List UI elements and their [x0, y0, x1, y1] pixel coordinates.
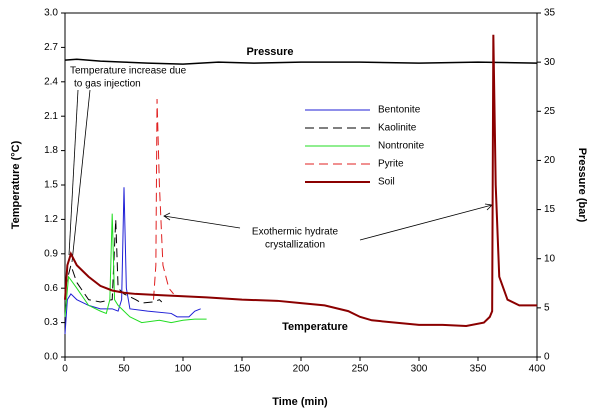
y-axis-label: Temperature (°C)	[10, 140, 22, 229]
annotation: Temperature increase due	[70, 66, 187, 77]
y2-axis-label: Pressure (bar)	[576, 148, 588, 223]
y-tick-label: 3.0	[44, 8, 58, 19]
y-tick-label: 1.2	[44, 214, 58, 225]
x-tick-label: 250	[352, 364, 369, 375]
y-tick-label: 1.5	[44, 180, 58, 191]
y-tick-label: 0.3	[44, 317, 58, 328]
series-line	[64, 34, 537, 328]
x-tick-label: 50	[118, 364, 130, 375]
x-tick-label: 400	[529, 364, 546, 375]
plot-frame	[64, 12, 538, 358]
legend-label: Bentonite	[378, 105, 421, 116]
arrow	[68, 89, 79, 256]
legend-label: Soil	[378, 177, 395, 188]
temperature-label: Temperature	[282, 321, 348, 333]
y2-tick-label: 30	[544, 57, 556, 68]
x-tick-label: 0	[62, 364, 68, 375]
series-line	[64, 187, 201, 335]
y-tick-label: 1.8	[44, 145, 58, 156]
legend-label: Pyrite	[378, 159, 404, 170]
legend-label: Kaolinite	[378, 123, 417, 134]
legend-label: Nontronite	[378, 141, 425, 152]
y2-tick-label: 25	[544, 106, 556, 117]
annotation: Exothermic hydrate	[252, 227, 339, 238]
pressure-line	[64, 58, 538, 65]
y2-tick-label: 10	[544, 253, 556, 264]
y2-tick-label: 5	[544, 302, 550, 313]
x-axis-label: Time (min)	[272, 396, 328, 408]
x-tick-label: 200	[293, 364, 310, 375]
arrow	[71, 89, 91, 263]
series-line	[153, 98, 174, 300]
x-tick-label: 350	[470, 364, 487, 375]
arrows	[68, 89, 493, 263]
pressure-label: Pressure	[246, 46, 293, 58]
y-tick-label: 0.6	[44, 283, 58, 294]
arrowhead	[163, 212, 171, 221]
y2-tick-label: 15	[544, 204, 556, 215]
arrowhead	[484, 203, 493, 211]
y-tick-label: 2.4	[44, 76, 58, 87]
annotation: crystallization	[265, 240, 325, 251]
y2-tick-label: 0	[544, 352, 550, 363]
y-tick-label: 0.0	[44, 352, 58, 363]
series-line	[64, 219, 163, 304]
y-tick-label: 2.7	[44, 42, 58, 53]
y2-tick-label: 20	[544, 155, 556, 166]
y2-tick-label: 35	[544, 8, 556, 19]
series-line	[64, 213, 207, 324]
y-tick-label: 0.9	[44, 248, 58, 259]
arrow	[359, 204, 493, 241]
y-tick-label: 2.1	[44, 111, 58, 122]
annotation: to gas injection	[74, 79, 141, 90]
x-tick-label: 100	[175, 364, 192, 375]
x-tick-label: 300	[411, 364, 428, 375]
arrow	[163, 215, 241, 229]
x-tick-label: 150	[234, 364, 251, 375]
